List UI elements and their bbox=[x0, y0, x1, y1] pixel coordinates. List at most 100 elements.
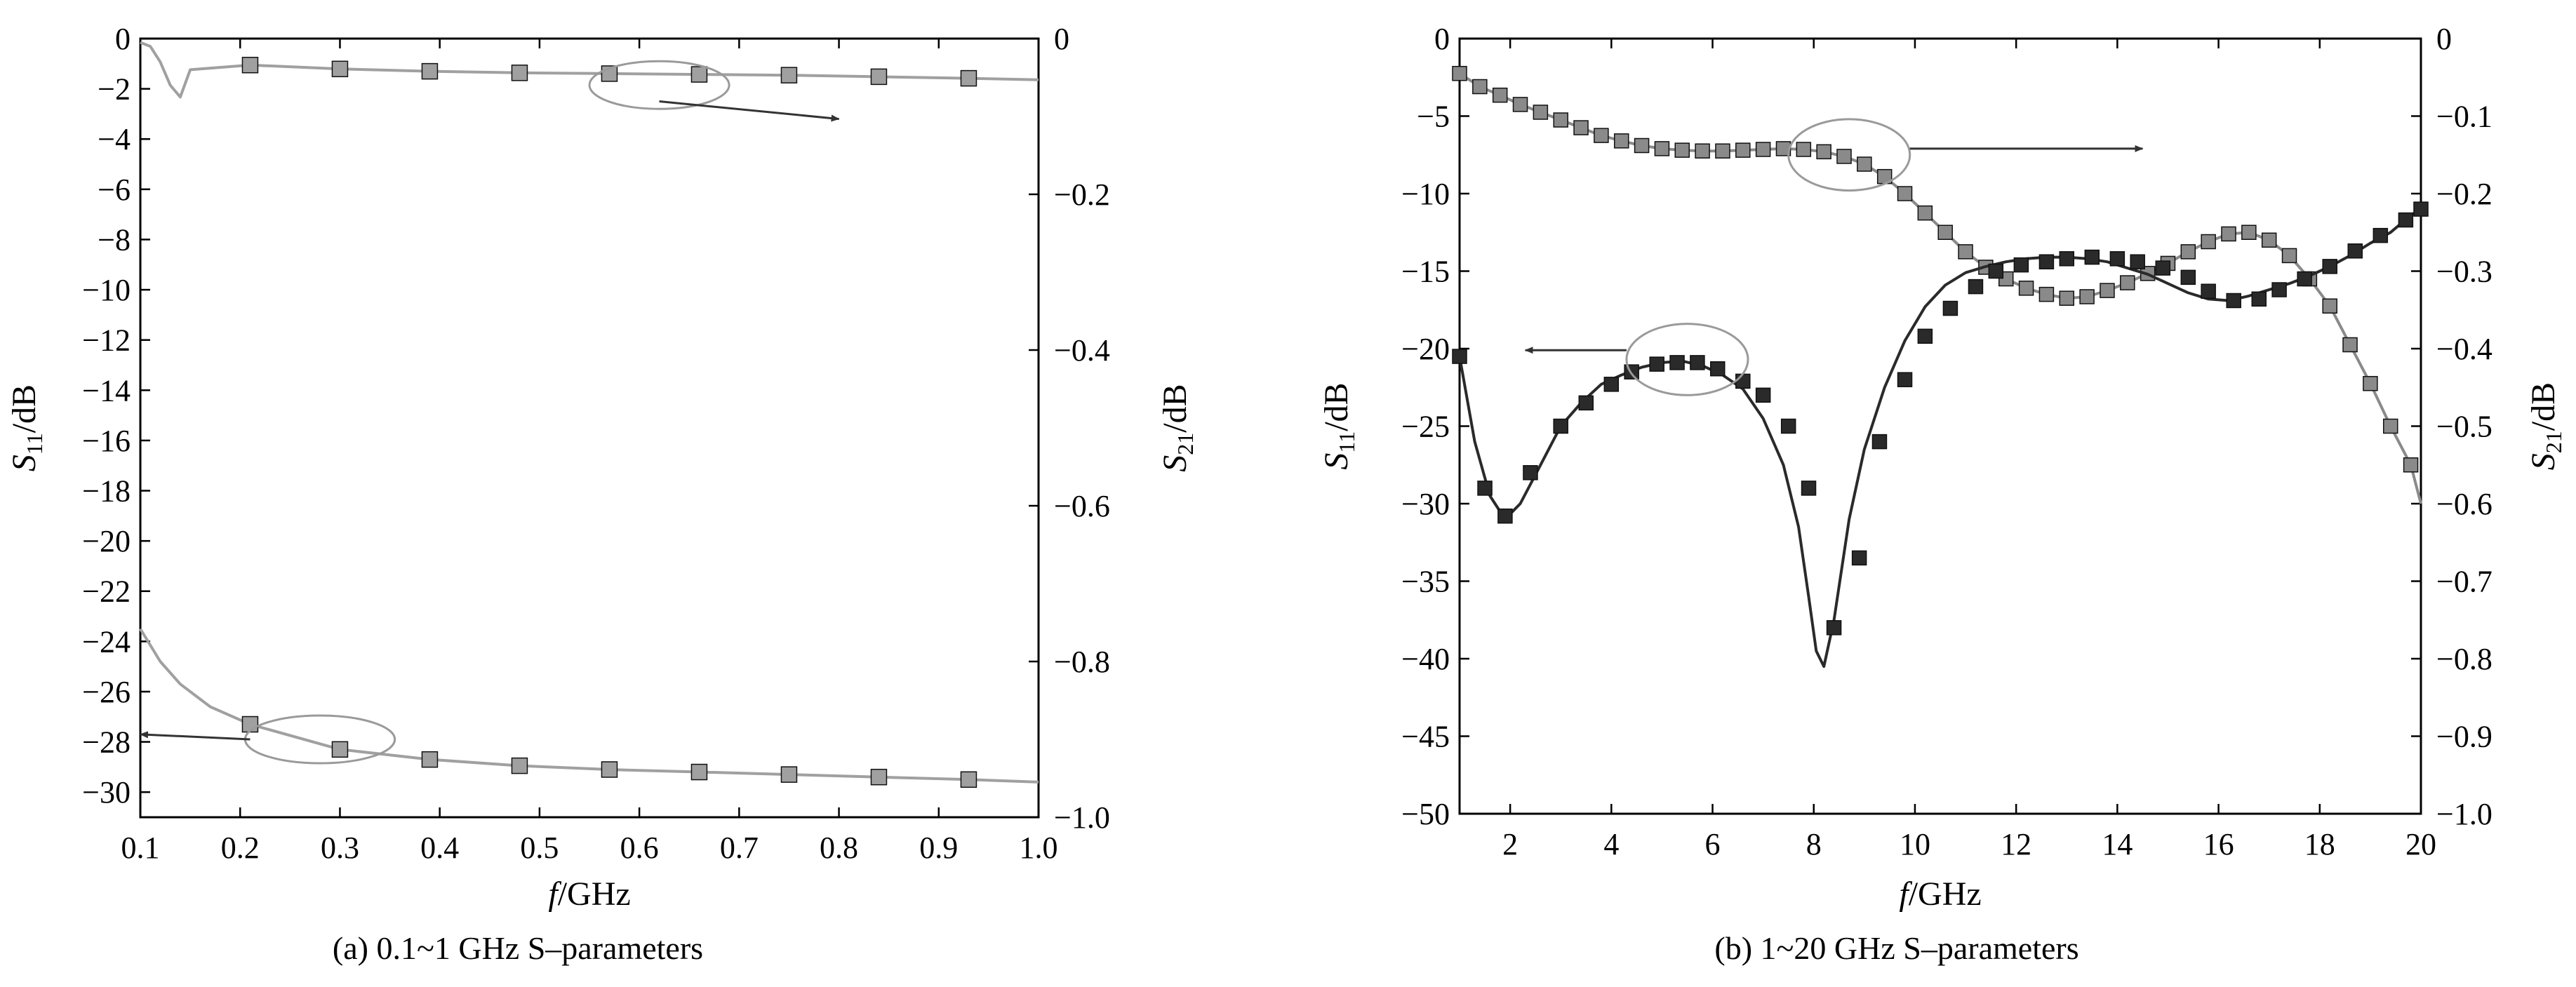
series-marker-right bbox=[2059, 290, 2075, 306]
series-marker-right bbox=[2018, 281, 2034, 296]
series-marker-right bbox=[1695, 143, 1710, 159]
series-marker-left bbox=[1523, 465, 1538, 481]
y-left-tick-label: −14 bbox=[82, 373, 131, 408]
series-marker-right bbox=[2382, 418, 2398, 434]
y-right-tick-label: −0.3 bbox=[2436, 255, 2492, 289]
x-tick-label: 0.3 bbox=[321, 831, 359, 865]
y-left-axis-title: S11/dB bbox=[1318, 382, 1359, 469]
series-marker-right bbox=[1917, 205, 1933, 221]
series-line-left bbox=[1458, 208, 2422, 669]
series-marker-right bbox=[690, 66, 708, 83]
y-left-tick-label: 0 bbox=[115, 22, 131, 56]
y-left-tick-label: −26 bbox=[82, 675, 131, 709]
x-tick-label: 0.1 bbox=[121, 831, 160, 865]
x-tick-label: 0.7 bbox=[720, 831, 759, 865]
series-marker-right bbox=[1472, 79, 1488, 95]
series-marker-right bbox=[2180, 244, 2196, 260]
series-marker-right bbox=[1674, 142, 1690, 158]
y-right-tick-label: −1.0 bbox=[2436, 797, 2492, 831]
x-tick-label: 14 bbox=[2102, 827, 2133, 861]
series-marker-left bbox=[1690, 355, 1705, 370]
series-marker-right bbox=[1958, 244, 1973, 260]
y-right-axis-title: S21/dB bbox=[1156, 384, 1198, 471]
series-marker-left bbox=[1988, 263, 2004, 279]
annotation-arrow bbox=[140, 731, 251, 741]
series-marker-left bbox=[1497, 508, 1513, 524]
y-left-tick-label: −5 bbox=[1417, 100, 1450, 134]
series-marker-right bbox=[1755, 142, 1771, 157]
y-right-tick-label: −0.2 bbox=[1054, 177, 1110, 212]
y-right-tick-label: −0.9 bbox=[2436, 720, 2492, 754]
x-tick-label: 12 bbox=[2001, 827, 2031, 861]
y-right-tick-label: −0.8 bbox=[2436, 642, 2492, 676]
caption-a: (a) 0.1~1 GHz S–parameters bbox=[333, 930, 703, 966]
series-marker-left bbox=[2413, 201, 2429, 217]
series-marker-right bbox=[1613, 133, 1629, 149]
x-tick-label: 18 bbox=[2304, 827, 2335, 861]
x-tick-label: 2 bbox=[1502, 827, 1518, 861]
series-marker-left bbox=[1578, 395, 1594, 411]
x-tick-label: 6 bbox=[1705, 827, 1721, 861]
series-marker-left bbox=[1477, 481, 1493, 496]
y-right-tick-label: −0.6 bbox=[2436, 487, 2492, 521]
series-line-left bbox=[139, 628, 1039, 784]
series-marker-left bbox=[1871, 434, 1888, 450]
chart-panel-b: 2 4 6 8 10 12 14 16 18 20 0 −5 −10 −15 −20 −25 −30 −35 −40… bbox=[1318, 22, 2566, 966]
y-left-tick-label: −40 bbox=[1401, 642, 1450, 676]
series-marker-right bbox=[511, 65, 528, 81]
series-marker-left bbox=[1649, 356, 1664, 372]
series-marker-right bbox=[1634, 137, 1650, 154]
y-right-tick-label: −1.0 bbox=[1054, 800, 1110, 835]
x-tick-label: 16 bbox=[2203, 827, 2234, 861]
x-tick-label: 0.6 bbox=[620, 831, 659, 865]
series-marker-right bbox=[960, 69, 977, 87]
series-marker-right bbox=[2363, 375, 2378, 391]
series-marker-right bbox=[2120, 275, 2135, 290]
x-tick-label: 10 bbox=[1900, 827, 1930, 861]
series-marker-left bbox=[2201, 283, 2216, 299]
series-marker-right bbox=[2100, 283, 2115, 298]
y-right-tick-label: 0 bbox=[2436, 22, 2452, 56]
series-marker-right bbox=[421, 62, 439, 80]
series-marker-left bbox=[2271, 282, 2287, 297]
series-marker-left bbox=[2398, 212, 2414, 228]
series-marker-right bbox=[1573, 120, 1589, 135]
y-left-tick-label: −28 bbox=[82, 725, 131, 760]
series-marker-left bbox=[1968, 278, 1984, 295]
series-line-right bbox=[140, 41, 1039, 99]
y-right-tick-label: −0.4 bbox=[2436, 332, 2492, 366]
series-marker-left bbox=[2297, 271, 2312, 287]
series-marker-left bbox=[780, 766, 798, 783]
series-marker-left bbox=[1709, 361, 1726, 377]
series-marker-left bbox=[1917, 328, 1933, 344]
y-left-tick-label: −22 bbox=[82, 575, 131, 609]
series-marker-left bbox=[601, 761, 618, 778]
y-left-tick-label: −2 bbox=[98, 72, 131, 107]
series-marker-left bbox=[511, 757, 528, 774]
y-right-tick-label: −0.2 bbox=[2436, 177, 2492, 211]
x-tick-label: 0.2 bbox=[221, 831, 260, 865]
series-marker-right bbox=[1594, 128, 1609, 143]
series-marker-left bbox=[1801, 481, 1817, 496]
series-marker-right bbox=[1452, 65, 1467, 81]
y-left-tick-label: −20 bbox=[82, 524, 131, 558]
series-marker-left bbox=[331, 741, 349, 758]
annotation-ellipse bbox=[243, 714, 396, 765]
series-marker-right bbox=[1816, 144, 1831, 160]
series-marker-right bbox=[2079, 289, 2095, 304]
annotation-ellipse bbox=[1625, 323, 1749, 396]
x-tick-label: 0.8 bbox=[820, 831, 858, 865]
y-left-tick-label: 0 bbox=[1434, 22, 1450, 56]
series-marker-right bbox=[1775, 141, 1791, 156]
y-left-tick-label: −30 bbox=[82, 775, 131, 810]
series-marker-right bbox=[2221, 226, 2236, 242]
series-marker-right bbox=[1897, 186, 1913, 201]
series-marker-left bbox=[1897, 372, 1913, 387]
x-axis-title: f/GHz bbox=[548, 875, 630, 913]
plot-frame-b bbox=[1458, 37, 2422, 815]
y-right-tick-label: −0.8 bbox=[1054, 645, 1110, 679]
series-marker-left bbox=[2038, 254, 2055, 269]
annotation-ellipse bbox=[1787, 118, 1911, 192]
y-left-tick-label: −4 bbox=[98, 122, 131, 156]
